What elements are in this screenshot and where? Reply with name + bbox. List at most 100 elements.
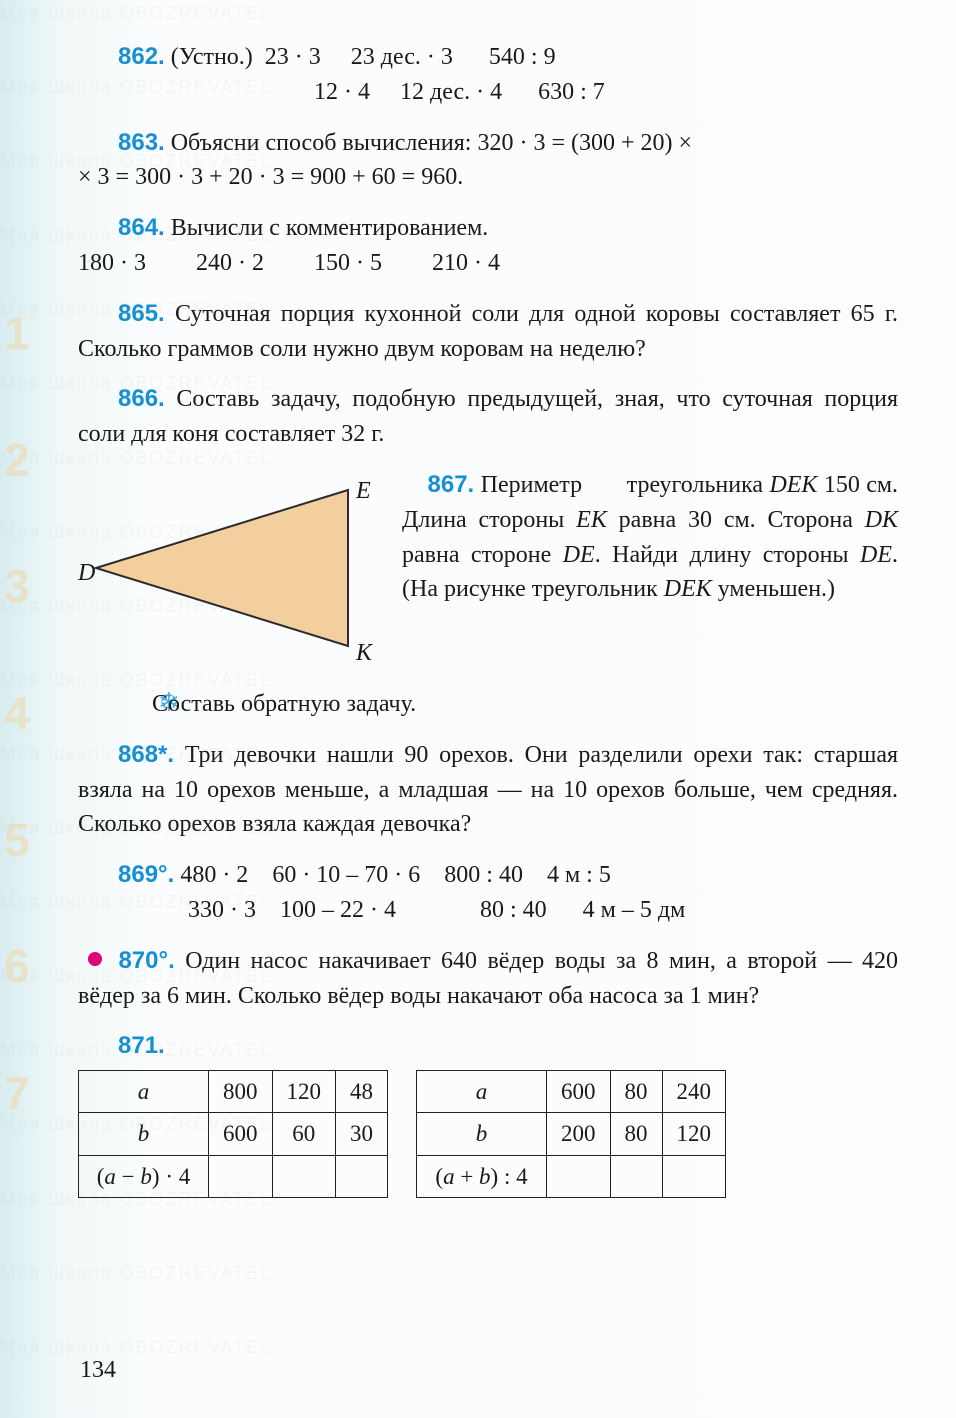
followup-text: Составь обратную задачу. [152, 691, 416, 717]
row-label: (a − b) · 4 [79, 1155, 209, 1197]
triangle-label-e: E [356, 474, 371, 509]
table-row: a 600 80 240 [417, 1071, 726, 1113]
table-row: b 600 60 30 [79, 1113, 388, 1155]
side-de: DE [563, 542, 595, 568]
exercise-867-followup: ❄ Составь обратную задачу. [78, 684, 898, 722]
exercise-863: 863. Объясни способ вычисления: 320 · 3 … [78, 126, 898, 196]
triangle-name: DEK [664, 576, 712, 602]
calc-item: 4 м : 5 [547, 862, 611, 888]
calc-row: 180 · 3 240 · 2 150 · 5 210 · 4 [78, 246, 898, 281]
table-row: b 200 80 120 [417, 1113, 726, 1155]
exercise-number: 867. [428, 471, 475, 498]
cell: 600 [547, 1071, 611, 1113]
table-2: a 600 80 240 b 200 80 120 (a + b) : 4 [416, 1070, 726, 1198]
sidebar-digit: 7 [4, 1060, 30, 1127]
table-row: a 800 120 48 [79, 1071, 388, 1113]
cell: 800 [209, 1071, 273, 1113]
calc-item: 80 : 40 [480, 897, 547, 923]
exercise-number: 863. [118, 129, 165, 156]
cell: 120 [662, 1113, 726, 1155]
cell [547, 1155, 611, 1197]
cell: 80 [610, 1113, 662, 1155]
calc-item: 12 дес. · 4 [400, 79, 502, 105]
calc-item: 12 · 4 [314, 79, 370, 105]
exercise-text: уменьшен.) [712, 576, 835, 602]
row-label: b [79, 1113, 209, 1155]
sidebar-digit: 4 [4, 680, 30, 747]
watermark-row: Моя Школа OBOZREVATEL [0, 0, 956, 26]
exercise-text: треугольника [627, 472, 763, 498]
row-label: a [79, 1071, 209, 1113]
exercise-number: 864. [118, 214, 165, 241]
cell: 200 [547, 1113, 611, 1155]
exercise-number: 869°. [118, 861, 174, 888]
exercise-text: Объясни способ вычисления: 320 · 3 = (30… [171, 130, 692, 156]
calc-item: 150 · 5 [314, 246, 382, 281]
exercise-870: 870°. Один насос накачивает 640 вёдер во… [78, 944, 898, 1014]
calc-item: 540 : 9 [489, 44, 556, 70]
cell: 120 [272, 1071, 336, 1113]
exercise-lead: (Устно.) [171, 44, 253, 70]
exercise-text-cont: × 3 = 300 · 3 + 20 · 3 = 900 + 60 = 960. [78, 160, 898, 195]
calc-item: 210 · 4 [432, 246, 500, 281]
cell [610, 1155, 662, 1197]
row-label: b [417, 1113, 547, 1155]
row-label: (a + b) : 4 [417, 1155, 547, 1197]
red-dot-icon [88, 952, 102, 966]
watermark-row: Моя Школа OBOZREVATEL [0, 1334, 956, 1360]
triangle-label-d: D [78, 556, 95, 591]
sidebar-digit: 1 [4, 300, 30, 367]
sidebar-digit: 3 [4, 553, 30, 620]
triangle-label-k: K [356, 636, 372, 671]
cell [662, 1155, 726, 1197]
exercise-866: 866. Составь задачу, подобную предыдущей… [78, 382, 898, 452]
exercise-text: Периметр [481, 472, 582, 498]
cell: 240 [662, 1071, 726, 1113]
cell [272, 1155, 336, 1197]
exercise-text: Один насос накачивает 640 вёдер воды за … [78, 948, 898, 1009]
cell: 600 [209, 1113, 273, 1155]
exercise-number: 871. [118, 1032, 165, 1059]
cell [336, 1155, 388, 1197]
exercise-871: 871. a 800 120 48 b 600 60 30 (a − b) · … [78, 1029, 898, 1198]
exercise-number: 868*. [118, 741, 174, 768]
exercise-text: равна стороне [402, 542, 551, 568]
exercise-869: 869°. 480 · 2 60 · 10 – 70 · 6 800 : 40 … [78, 858, 898, 928]
cell: 48 [336, 1071, 388, 1113]
calc-item: 100 – 22 · 4 [280, 897, 396, 923]
cell: 30 [336, 1113, 388, 1155]
triangle-name: DEK [769, 472, 817, 498]
snowflake-icon: ❄ [118, 684, 146, 722]
exercise-text: равна 30 см. Сторона [619, 507, 853, 533]
calc-item: 180 · 3 [78, 246, 146, 281]
page-number: 134 [80, 1353, 116, 1388]
sidebar-digit: 5 [4, 807, 30, 874]
exercise-864: 864. Вычисли с комментированием. 180 · 3… [78, 211, 898, 281]
sidebar-digit: 6 [4, 933, 30, 1000]
exercise-number: 865. [118, 300, 165, 327]
exercise-number: 866. [118, 385, 165, 412]
triangle-figure: D E K [78, 468, 388, 668]
sidebar-digit: 2 [4, 427, 30, 494]
side-ek: EK [576, 507, 607, 533]
calc-item: 330 · 3 [188, 897, 256, 923]
table-row: (a − b) · 4 [79, 1155, 388, 1197]
row-label: a [417, 1071, 547, 1113]
calc-item: 4 м – 5 дм [583, 897, 686, 923]
cell: 80 [610, 1071, 662, 1113]
side-de: DE [860, 542, 892, 568]
calc-item: 60 · 10 – 70 · 6 [272, 862, 420, 888]
calc-item: 800 : 40 [444, 862, 523, 888]
calc-item: 23 дес. · 3 [351, 44, 453, 70]
calc-item: 240 · 2 [196, 246, 264, 281]
exercise-number: 870°. [118, 947, 174, 974]
cell: 60 [272, 1113, 336, 1155]
sidebar-digits: 1 2 3 4 5 6 7 [4, 300, 30, 1127]
calc-item: 480 · 2 [180, 862, 248, 888]
exercise-862: 862. (Устно.) 23 · 3 23 дес. · 3 540 : 9… [78, 40, 898, 110]
side-dk: DK [865, 507, 898, 533]
table-row: (a + b) : 4 [417, 1155, 726, 1197]
exercise-text: . Найди длину стороны [595, 542, 849, 568]
exercise-text: Суточная порция кухонной соли для одной … [78, 301, 898, 362]
exercise-number: 862. [118, 43, 165, 70]
